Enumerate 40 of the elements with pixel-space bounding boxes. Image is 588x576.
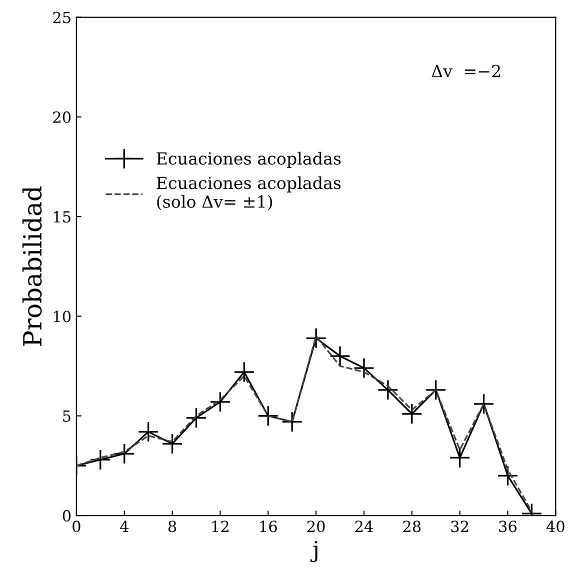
x-tick-label: 32 xyxy=(451,520,468,532)
point xyxy=(329,346,351,367)
x-tick-label: 24 xyxy=(355,520,373,532)
y-tick-label: 15 xyxy=(54,211,70,223)
x-tick-label: 36 xyxy=(499,520,516,532)
point xyxy=(425,379,446,401)
point xyxy=(162,433,183,454)
y-tick-label: 5 xyxy=(63,410,70,422)
point xyxy=(497,465,518,486)
x-tick-label: 16 xyxy=(260,520,277,532)
point xyxy=(449,447,470,468)
point xyxy=(138,421,159,442)
point xyxy=(377,379,398,401)
x-tick-label: 40 xyxy=(546,520,564,532)
point xyxy=(258,405,279,426)
x-axis-title: j xyxy=(310,540,318,562)
legend-label: Ecuaciones acopladas xyxy=(156,152,341,168)
point xyxy=(90,449,111,470)
point xyxy=(186,407,207,428)
point xyxy=(401,403,422,424)
x-tick-label: 8 xyxy=(168,520,176,532)
point xyxy=(234,361,255,383)
legend-label: Ecuaciones acopladas (solo Δv= ±1) xyxy=(156,176,341,210)
x-tick-label: 28 xyxy=(403,520,421,532)
x-tick-label: 4 xyxy=(120,520,128,532)
y-axis-title: Probabilidad xyxy=(22,186,42,346)
point xyxy=(305,328,327,349)
point xyxy=(353,357,375,379)
point xyxy=(473,393,494,414)
y-tick-label: 0 xyxy=(62,510,71,522)
point xyxy=(114,443,135,464)
x-tick-label: 20 xyxy=(307,520,325,532)
x-tick-label: 0 xyxy=(72,520,80,532)
point xyxy=(282,411,303,432)
point xyxy=(210,391,231,412)
y-tick-label: 25 xyxy=(53,12,70,24)
annotation: Δv =−2 xyxy=(432,64,500,78)
x-tick-label: 12 xyxy=(212,520,228,532)
y-tick-label: 10 xyxy=(54,310,71,322)
y-tick-label: 20 xyxy=(53,111,71,123)
